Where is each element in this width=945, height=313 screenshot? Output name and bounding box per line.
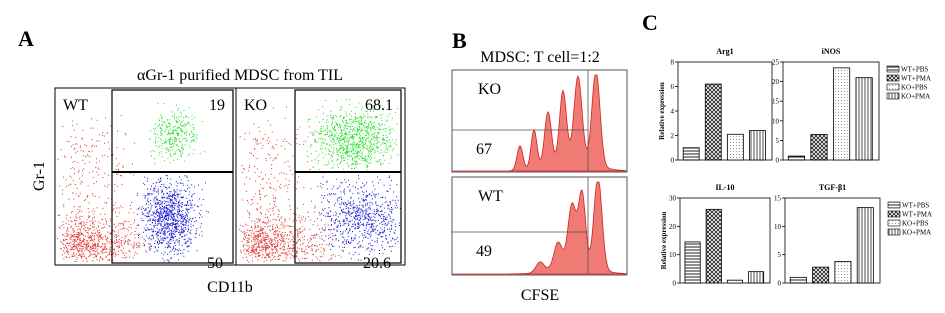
- chart-title: TGF-β1: [819, 183, 846, 192]
- legend-label: KO+PBS: [901, 84, 928, 92]
- panel-label: B: [452, 28, 467, 53]
- y-tick-label: 10: [669, 251, 677, 259]
- bar: [810, 134, 828, 161]
- chart-title: IL-10: [715, 183, 734, 192]
- legend-label: KO+PMA: [901, 93, 930, 101]
- plot-frame: [679, 197, 771, 284]
- plot-label: WT: [63, 97, 88, 114]
- legend-label: KO+PMA: [902, 229, 931, 237]
- y-tick-label: 0: [673, 280, 677, 288]
- chart-title: iNOS: [822, 47, 841, 56]
- plot-frame: [784, 197, 881, 284]
- event-dots: [299, 99, 399, 171]
- legend-swatch: [887, 228, 901, 236]
- chart-title: Arg1: [716, 47, 733, 56]
- axis-label: CFSE: [521, 287, 559, 304]
- y-tick-label: 15: [774, 195, 782, 203]
- y-tick-label: 10: [774, 223, 782, 231]
- bar: [705, 208, 722, 284]
- bar: [856, 207, 874, 284]
- histogram: [452, 74, 627, 172]
- panel-label: A: [18, 26, 34, 51]
- y-tick-label: 20: [669, 223, 677, 231]
- bar: [704, 83, 722, 161]
- y-axis-label: Relative expression: [658, 82, 666, 140]
- bar: [749, 130, 766, 161]
- legend-swatch: [887, 210, 901, 218]
- plot-frame: [782, 61, 880, 161]
- panel-title: αGr-1 purified MDSC from TIL: [137, 67, 343, 84]
- legend-swatch: [886, 92, 900, 100]
- y-tick-label: 30: [669, 195, 677, 203]
- y-tick-label: 10: [772, 117, 780, 125]
- y-tick-label: 0: [776, 157, 780, 165]
- event-dots: [127, 174, 209, 263]
- y-tick-label: 2: [671, 132, 675, 140]
- quadrant-value: 19: [209, 97, 225, 114]
- axis-label: Gr-1: [31, 161, 48, 191]
- y-tick-label: 6: [671, 83, 675, 91]
- gate: [111, 89, 234, 264]
- plot-label: KO: [478, 81, 501, 98]
- bar: [682, 147, 700, 161]
- legend-label: WT+PBS: [901, 66, 928, 74]
- y-tick-label: 25: [772, 59, 780, 67]
- bar-charts: Arg1 0 2 4 6 8 Relative expression iNOS 0 5 10 15 20…: [658, 47, 932, 288]
- legend-label: KO+PBS: [902, 220, 929, 228]
- bar: [748, 271, 765, 284]
- plot-label: WT: [478, 188, 503, 205]
- bar: [726, 279, 743, 284]
- gate-value: 67: [476, 141, 492, 158]
- bar: [834, 261, 852, 284]
- legend-swatch: [886, 74, 900, 82]
- quadrant-value: 20.6: [363, 255, 391, 272]
- y-tick-label: 4: [671, 108, 675, 116]
- bar: [684, 241, 701, 284]
- event-dots: [296, 175, 401, 261]
- y-tick-label: 0: [671, 157, 675, 165]
- bar: [855, 77, 873, 161]
- quadrant-value: 68.1: [365, 97, 393, 114]
- y-tick-label: 5: [778, 251, 782, 259]
- legend-swatch: [887, 201, 901, 209]
- bar: [833, 67, 851, 161]
- legend-label: WT+PMA: [902, 211, 932, 219]
- histogram: [452, 181, 627, 275]
- gate: [294, 89, 402, 264]
- y-tick-label: 15: [772, 98, 780, 106]
- legend-swatch: [886, 83, 900, 91]
- quadrant-value: 50: [207, 255, 223, 272]
- y-axis-label: Relative expression: [660, 212, 668, 270]
- event-dots: [239, 106, 357, 263]
- legend-label: WT+PMA: [901, 75, 931, 83]
- event-dots: [57, 115, 169, 263]
- hist-frame: [451, 69, 628, 173]
- gate-value: 49: [476, 243, 492, 260]
- histograms: KO 67 WT 49: [451, 69, 628, 276]
- hist-frame: [451, 176, 628, 276]
- bar: [787, 155, 806, 161]
- bar: [726, 133, 744, 161]
- y-tick-label: 5: [776, 137, 780, 145]
- legend-swatch: [887, 219, 901, 227]
- plot-label: KO: [244, 97, 267, 114]
- plot-frame: [54, 87, 406, 266]
- panel-title: MDSC: T cell=1:2: [480, 49, 600, 66]
- axis-label: CD11b: [207, 279, 253, 296]
- event-dots: [149, 102, 206, 164]
- bar: [789, 276, 807, 284]
- bar: [812, 266, 830, 284]
- legend-label: WT+PBS: [902, 202, 929, 210]
- y-tick-label: 8: [671, 59, 675, 67]
- y-tick-label: 20: [772, 78, 780, 86]
- panel-label: C: [642, 10, 658, 35]
- y-tick-label: 0: [778, 280, 782, 288]
- legend-swatch: [886, 65, 900, 73]
- flow-plots: WT 19 50 KO 68.1 20.6: [54, 87, 406, 272]
